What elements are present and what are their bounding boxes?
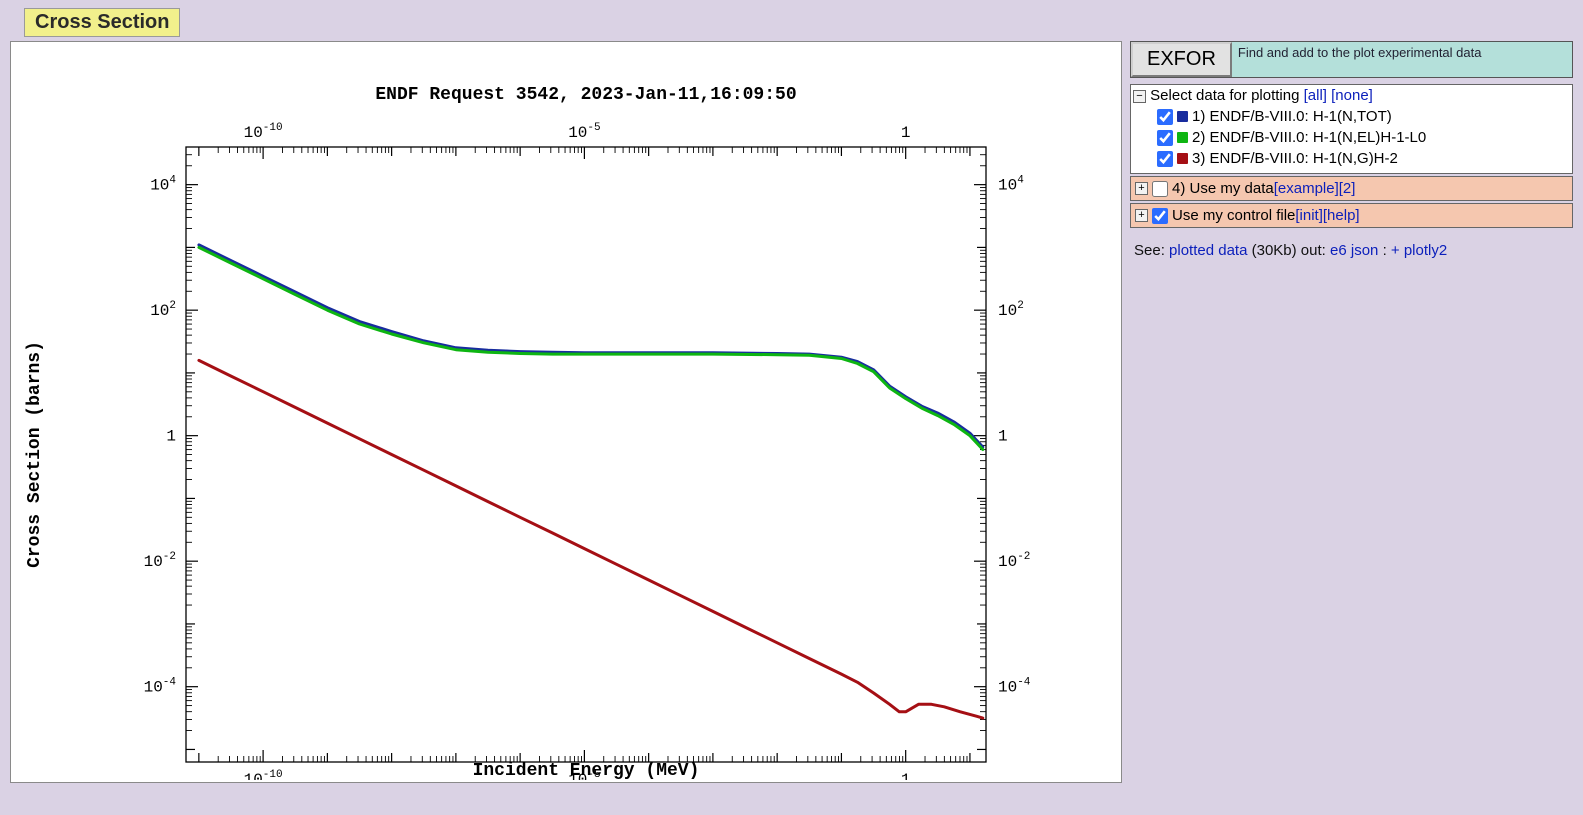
series-swatch-icon (1177, 111, 1188, 122)
svg-text:10-2: 10-2 (998, 551, 1030, 571)
series-list: 1) ENDF/B-VIII.0: H-1(N,TOT) 2) ENDF/B-VI… (1133, 106, 1568, 169)
svg-text:Cross Section (barns): Cross Section (barns) (25, 341, 45, 568)
plotly2-link[interactable]: + plotly2 (1391, 242, 1447, 259)
expand-toggle-icon[interactable]: + (1135, 182, 1148, 195)
series-item: 2) ENDF/B-VIII.0: H-1(N,EL)H-1-L0 (1157, 127, 1568, 148)
exfor-button[interactable]: EXFOR (1131, 42, 1232, 77)
series-swatch-icon (1177, 132, 1188, 143)
cross-section-chart: ENDF Request 3542, 2023-Jan-11,16:09:50I… (11, 42, 1119, 780)
series-selector: − Select data for plotting [all] [none] … (1130, 84, 1573, 174)
exfor-description: Find and add to the plot experimental da… (1232, 42, 1572, 77)
expand-toggle-icon[interactable]: + (1135, 209, 1148, 222)
collapse-toggle-icon[interactable]: − (1133, 90, 1146, 103)
plot-panel: ENDF Request 3542, 2023-Jan-11,16:09:50I… (10, 41, 1122, 783)
svg-text:10-4: 10-4 (998, 677, 1031, 697)
series-item: 1) ENDF/B-VIII.0: H-1(N,TOT) (1157, 106, 1568, 127)
mydata-2-link[interactable]: [2] (1339, 180, 1356, 197)
svg-text:1: 1 (901, 124, 911, 142)
svg-text:104: 104 (998, 175, 1024, 195)
series-checkbox[interactable] (1157, 109, 1173, 125)
series-checkbox[interactable] (1157, 130, 1173, 146)
svg-text:1: 1 (901, 771, 911, 780)
svg-text:ENDF Request 3542, 2023-Jan-11: ENDF Request 3542, 2023-Jan-11,16:09:50 (375, 85, 796, 105)
series-checkbox[interactable] (1157, 151, 1173, 167)
svg-text:10-2: 10-2 (144, 551, 176, 571)
exfor-row: EXFOR Find and add to the plot experimen… (1130, 41, 1573, 78)
series-label: 2) ENDF/B-VIII.0: H-1(N,EL)H-1-L0 (1192, 129, 1426, 146)
select-all-link[interactable]: [all] (1304, 87, 1327, 104)
svg-text:1: 1 (998, 428, 1008, 446)
svg-text:10-5: 10-5 (568, 122, 600, 142)
selector-header-text: Select data for plotting (1150, 87, 1303, 104)
svg-text:1: 1 (166, 428, 176, 446)
series-label: 1) ENDF/B-VIII.0: H-1(N,TOT) (1192, 108, 1392, 125)
select-none-link[interactable]: [none] (1331, 87, 1373, 104)
series-swatch-icon (1177, 153, 1188, 164)
control-init-link[interactable]: [init] (1295, 207, 1323, 224)
svg-text:10-10: 10-10 (244, 769, 283, 780)
svg-text:10-10: 10-10 (244, 122, 283, 142)
use-control-file-checkbox[interactable] (1152, 208, 1168, 224)
control-help-link[interactable]: [help] (1323, 207, 1360, 224)
series-label: 3) ENDF/B-VIII.0: H-1(N,G)H-2 (1192, 150, 1398, 167)
output-links-line: See: plotted data (30Kb) out: e6 json : … (1130, 242, 1573, 259)
use-my-data-row: + 4) Use my data [example] [2] (1130, 176, 1573, 201)
plotted-data-link[interactable]: plotted data (1169, 242, 1247, 259)
page-title: Cross Section (24, 8, 180, 37)
e6-link[interactable]: e6 (1330, 242, 1347, 259)
use-my-data-label: 4) Use my data (1172, 180, 1274, 197)
svg-text:10-5: 10-5 (568, 769, 600, 780)
use-control-file-label: Use my control file (1172, 207, 1295, 224)
series-item: 3) ENDF/B-VIII.0: H-1(N,G)H-2 (1157, 148, 1568, 169)
mydata-example-link[interactable]: [example] (1274, 180, 1339, 197)
use-control-file-row: + Use my control file [init] [help] (1130, 203, 1573, 228)
svg-text:10-4: 10-4 (144, 677, 177, 697)
svg-text:104: 104 (150, 175, 176, 195)
svg-text:102: 102 (998, 300, 1024, 320)
use-my-data-checkbox[interactable] (1152, 181, 1168, 197)
svg-text:102: 102 (150, 300, 176, 320)
json-link[interactable]: json (1351, 242, 1379, 259)
